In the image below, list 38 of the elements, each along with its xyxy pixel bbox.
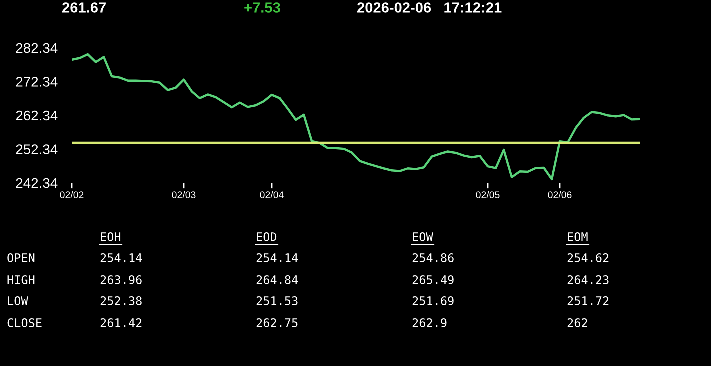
text: 251.53	[256, 296, 298, 306]
text: 261.42	[100, 318, 142, 328]
text: 251.69	[412, 296, 454, 306]
text: 264.23	[568, 276, 609, 284]
line-series	[72, 53, 640, 181]
text: 254.14	[256, 254, 298, 262]
y-tick-label: 262.34	[16, 110, 58, 121]
text: 263.96	[100, 276, 142, 284]
category-label: EOW	[413, 232, 434, 242]
category-label: HIGH	[8, 276, 35, 284]
category-label: CLOSE	[8, 318, 42, 328]
x-tick-label: 02/02	[60, 191, 84, 198]
text: +7.53	[244, 2, 280, 13]
y-tick-label: 282.34	[16, 43, 58, 54]
x-tick-label: 02/04	[260, 191, 284, 198]
text: 254.14	[100, 254, 142, 262]
text: 262.9	[412, 318, 447, 328]
text: 254.86	[412, 254, 454, 262]
text: 2026-02-06 17:12:21	[358, 2, 502, 13]
y-tick-label: 242.34	[16, 178, 58, 188]
text: 264.84	[256, 276, 298, 284]
y-tick-label: 252.34	[16, 144, 58, 154]
category-label: OPEN	[8, 254, 35, 262]
text: 265.49	[412, 276, 454, 284]
category-label: EOH	[101, 232, 121, 242]
y-tick-label: 272.34	[16, 77, 58, 87]
text: 252.38	[100, 296, 142, 306]
text: 261.67	[62, 2, 106, 13]
category-label: LOW	[8, 296, 28, 306]
text: 254.62	[568, 254, 609, 262]
x-tick-label: 02/03	[172, 191, 196, 198]
text: 262	[568, 318, 588, 328]
text: 251.72	[568, 296, 609, 306]
x-tick-label: 02/05	[476, 191, 500, 198]
x-tick-label: 02/06	[548, 191, 572, 198]
category-label: EOD	[257, 232, 277, 242]
text: 262.75	[256, 318, 298, 328]
category-label: EOM	[568, 232, 588, 242]
